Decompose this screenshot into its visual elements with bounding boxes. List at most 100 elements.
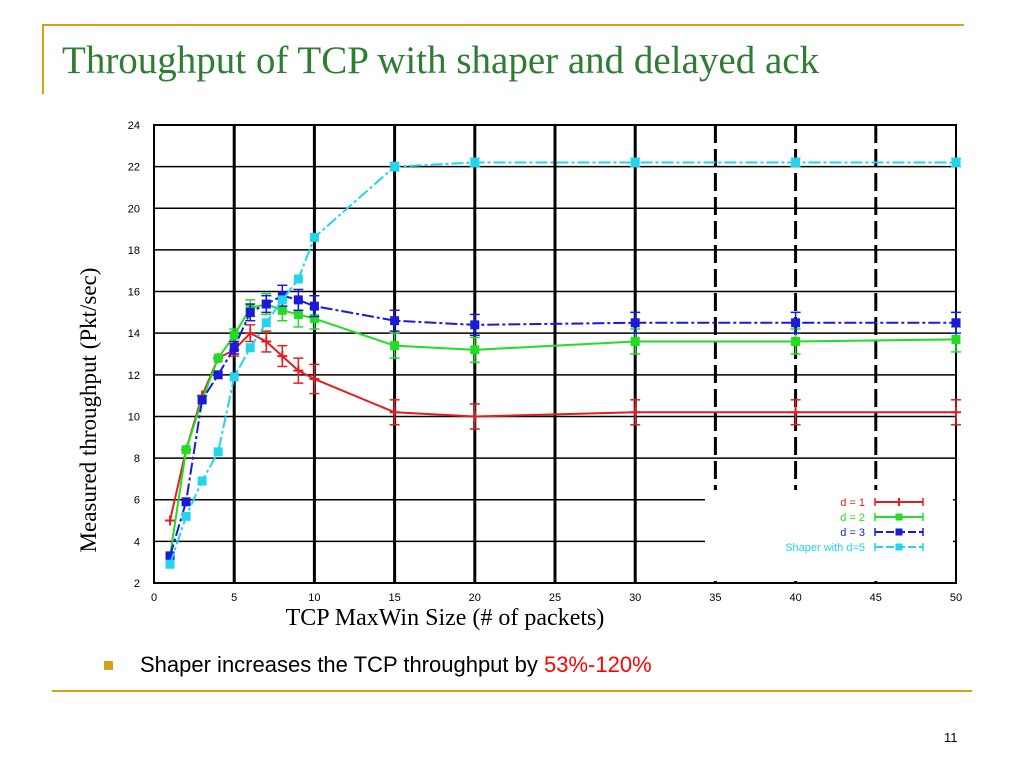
legend-label: Shaper with d=5	[785, 542, 865, 554]
data-point	[245, 307, 255, 317]
data-point	[245, 328, 256, 339]
data-point	[390, 341, 400, 351]
legend-item: d = 2	[840, 512, 924, 524]
data-point	[389, 407, 400, 418]
data-point	[277, 351, 288, 362]
y-tick-label: 22	[128, 162, 140, 174]
bullet-text-main: Shaper increases the TCP throughput by	[140, 652, 544, 677]
page-number: 11	[944, 730, 958, 745]
x-tick-label: 10	[308, 592, 320, 604]
bullet-marker	[104, 661, 113, 670]
data-point	[791, 318, 801, 328]
y-tick-label: 18	[128, 245, 140, 257]
y-tick-label: 24	[128, 120, 140, 132]
x-tick-labels: 0 5 10 15 20 25 30 35 40 45 50	[151, 592, 962, 604]
data-point	[293, 309, 303, 319]
data-point	[181, 511, 191, 521]
x-tick-label: 15	[388, 592, 400, 604]
throughput-chart: 2 4 6 8 10 12 14 16 18 20 22 24 0 5 10 15 20 25 30 35 40 45 5…	[70, 110, 990, 635]
bullet-text: Shaper increases the TCP throughput by 5…	[140, 652, 652, 678]
data-point	[197, 476, 207, 486]
legend-item: Shaper with d=5	[785, 542, 924, 554]
legend-label: d = 2	[840, 512, 865, 524]
series-1	[165, 324, 961, 526]
data-point	[951, 318, 961, 328]
title-accent-horizontal-line	[42, 24, 964, 26]
y-tick-label: 20	[128, 203, 140, 215]
data-point	[630, 157, 640, 167]
legend-marker	[895, 528, 903, 536]
x-tick-label: 45	[870, 592, 882, 604]
y-tick-label: 8	[134, 453, 140, 465]
slide-title: Throughput of TCP with shaper and delaye…	[62, 39, 820, 82]
x-tick-label: 25	[549, 592, 561, 604]
y-tick-label: 2	[134, 578, 140, 590]
data-point	[390, 316, 400, 326]
data-point	[791, 337, 801, 347]
data-point	[951, 334, 961, 344]
x-tick-label: 0	[151, 592, 157, 604]
y-tick-label: 4	[134, 536, 140, 548]
data-point	[469, 411, 480, 422]
data-point	[309, 373, 320, 384]
x-tick-label: 5	[231, 592, 237, 604]
series-group	[165, 157, 961, 569]
title-accent-vertical-line	[42, 24, 44, 94]
data-point	[165, 551, 175, 561]
data-point	[309, 301, 319, 311]
x-tick-label: 40	[789, 592, 801, 604]
data-point	[261, 318, 271, 328]
y-tick-label: 10	[128, 411, 140, 423]
legend-item: d = 3	[840, 527, 924, 539]
data-point	[630, 337, 640, 347]
data-point	[165, 559, 175, 569]
data-point	[261, 299, 271, 309]
data-point	[213, 447, 223, 457]
data-point	[229, 330, 239, 340]
legend-marker	[895, 498, 903, 506]
series-4	[165, 157, 961, 569]
data-point	[470, 157, 480, 167]
data-point	[470, 320, 480, 330]
legend-marker	[895, 513, 903, 521]
x-tick-label: 20	[469, 592, 481, 604]
data-point	[229, 372, 239, 382]
data-point	[309, 232, 319, 242]
data-point	[791, 157, 801, 167]
x-axis-label: TCP MaxWin Size (# of packets)	[286, 605, 605, 631]
legend-item: d = 1	[840, 497, 924, 509]
x-tick-label: 30	[629, 592, 641, 604]
data-point	[197, 395, 207, 405]
data-point	[390, 162, 400, 172]
data-point	[293, 274, 303, 284]
data-point	[470, 345, 480, 355]
data-point	[630, 318, 640, 328]
legend-label: d = 1	[840, 497, 865, 509]
y-axis-label: Measured throughput (Pkt/sec)	[76, 268, 101, 553]
data-point	[277, 305, 287, 315]
bottom-accent-line	[52, 690, 972, 692]
legend: d = 1 d = 2 d = 3 Shaper with d=5	[705, 490, 953, 578]
data-point	[277, 295, 287, 305]
legend-box	[705, 490, 953, 578]
data-point	[181, 497, 191, 507]
x-tick-label: 35	[709, 592, 721, 604]
data-point	[181, 445, 191, 455]
y-tick-label: 6	[134, 495, 140, 507]
data-point	[309, 314, 319, 324]
data-point	[951, 407, 961, 418]
x-tick-label: 50	[950, 592, 962, 604]
data-point	[293, 295, 303, 305]
data-point	[261, 336, 272, 347]
data-point	[213, 370, 223, 380]
data-point	[165, 515, 176, 526]
legend-label: d = 3	[840, 527, 865, 539]
data-point	[245, 343, 255, 353]
bullet-text-highlight: 53%-120%	[544, 652, 652, 677]
y-tick-label: 12	[128, 370, 140, 382]
data-point	[790, 407, 801, 418]
data-point	[630, 407, 641, 418]
